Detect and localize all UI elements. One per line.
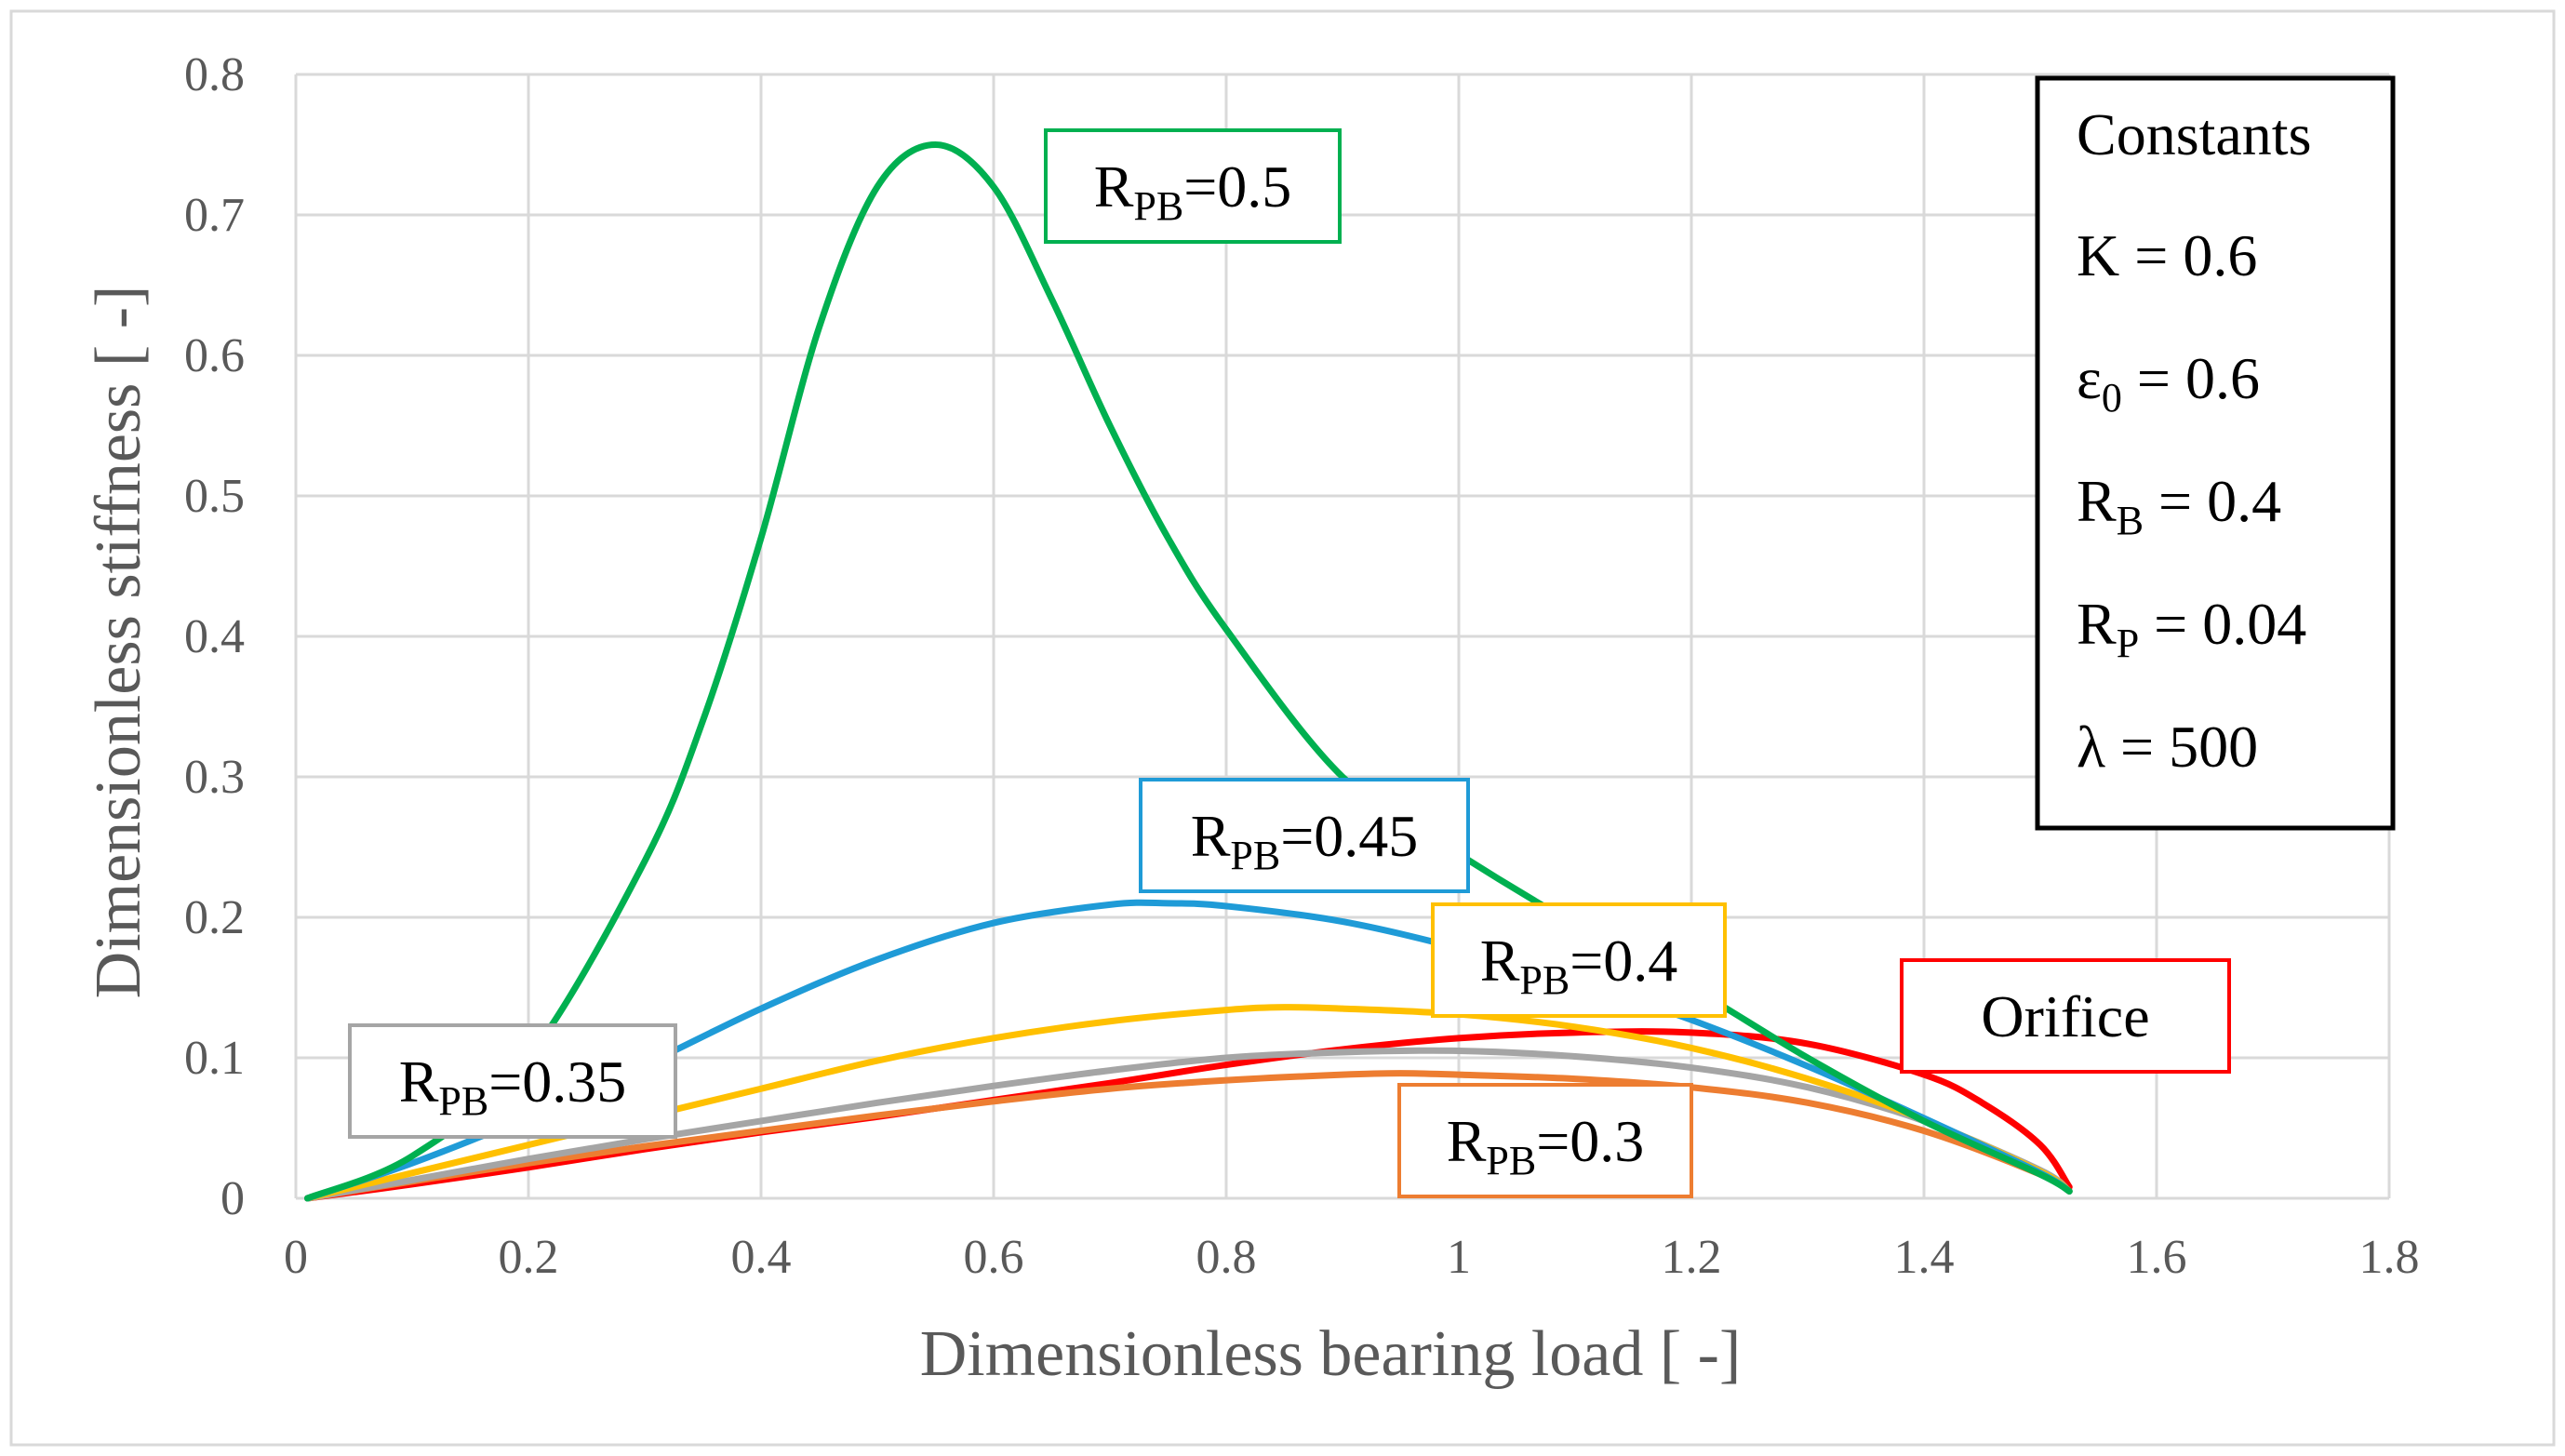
series-label-text: RPB=0.3 — [1447, 1108, 1645, 1183]
series-label-text: RPB=0.45 — [1191, 803, 1419, 878]
series-labels: RPB=0.3 RPB=0.35 RPB=0.4 RPB=0.45 RPB=0.5 Ori… — [348, 128, 2231, 1198]
series-label-text: RPB=0.5 — [1094, 154, 1292, 229]
series-label-r-pb-0-45: RPB=0.45 — [1139, 778, 1470, 893]
constants-box-frame — [2035, 75, 2396, 831]
x-tick-label: 0 — [284, 1231, 308, 1284]
series-label-r-pb-0-5: RPB=0.5 — [1044, 128, 1342, 244]
y-tick-label: 0.5 — [184, 470, 245, 523]
axis-titles: Dimensionless bearing load [ -] Dimensio… — [83, 286, 1741, 1390]
y-tick-label: 0.4 — [184, 610, 245, 663]
series-label-orifice: Orifice — [1900, 958, 2231, 1074]
y-tick-label: 0.3 — [184, 751, 245, 804]
series-label-text: Orifice — [1981, 983, 2149, 1049]
y-tick-label: 0.8 — [184, 48, 245, 101]
constants-box: Constants K = 0.6 ε0 = 0.6 RB = 0.4 RP = 0.0… — [2035, 75, 2396, 831]
series-label-box — [1431, 902, 1727, 1018]
x-tick-label: 1.6 — [2127, 1231, 2187, 1284]
constant-line: RP = 0.04 — [2077, 591, 2306, 666]
constant-line: ε0 = 0.6 — [2077, 345, 2260, 421]
series-line-r-pb-0-3 — [304, 1070, 2073, 1202]
series-label-text: RPB=0.35 — [399, 1049, 627, 1124]
x-tick-label: 0.6 — [964, 1231, 1024, 1284]
x-tick-label: 0.4 — [731, 1231, 792, 1284]
series-line-r-pb-0-35 — [304, 1047, 2073, 1202]
tick-labels: 0 0.2 0.4 0.6 0.8 1 1.2 1.4 1.6 1.8 0 0.1 0.2 0.3 0.4 0… — [184, 48, 2420, 1284]
x-tick-label: 1.4 — [1894, 1231, 1955, 1284]
y-tick-label: 0.6 — [184, 329, 245, 382]
y-tick-label: 0.1 — [184, 1032, 245, 1085]
y-axis-title: Dimensionless stiffness [ -] — [83, 286, 154, 999]
x-tick-label: 1 — [1447, 1231, 1471, 1284]
y-tick-label: 0.2 — [184, 891, 245, 944]
series-label-box — [1139, 778, 1470, 893]
x-axis-title: Dimensionless bearing load [ -] — [920, 1318, 1742, 1390]
x-tick-label: 1.2 — [1662, 1231, 1722, 1284]
constant-line: RB = 0.4 — [2077, 468, 2281, 543]
series-label-box — [1397, 1083, 1693, 1198]
series-label-box — [348, 1023, 677, 1139]
series-label-text: RPB=0.4 — [1480, 928, 1678, 1003]
constant-line: K = 0.6 — [2077, 222, 2257, 288]
y-tick-label: 0.7 — [184, 189, 245, 242]
y-tick-label: 0 — [220, 1172, 245, 1225]
constants-title: Constants — [2077, 101, 2311, 167]
series-label-r-pb-0-3: RPB=0.3 — [1397, 1083, 1693, 1198]
series-label-box — [1900, 958, 2231, 1074]
x-tick-label: 0.8 — [1196, 1231, 1257, 1284]
series-label-r-pb-0-35: RPB=0.35 — [348, 1023, 677, 1139]
x-tick-label: 0.2 — [499, 1231, 559, 1284]
series-label-box — [1044, 128, 1342, 244]
constant-line: λ = 500 — [2077, 714, 2258, 780]
x-tick-label: 1.8 — [2359, 1231, 2420, 1284]
series-label-r-pb-0-4: RPB=0.4 — [1431, 902, 1727, 1018]
